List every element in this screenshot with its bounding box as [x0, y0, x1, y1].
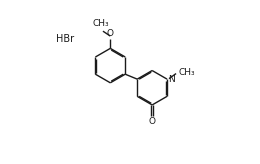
Text: CH₃: CH₃: [92, 19, 109, 28]
Text: CH₃: CH₃: [178, 68, 195, 77]
Text: O: O: [149, 117, 156, 126]
Text: N: N: [168, 75, 174, 84]
Text: HBr: HBr: [56, 34, 74, 44]
Text: O: O: [107, 29, 114, 38]
